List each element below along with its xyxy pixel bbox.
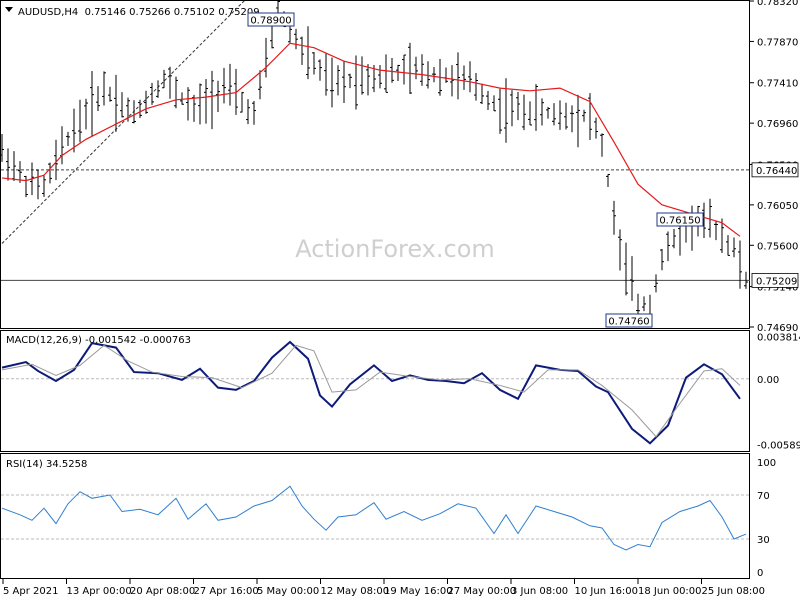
macd-layer [1, 340, 750, 445]
macd-axis-label: 0.00 [757, 375, 779, 386]
rsi-panel-frame [0, 453, 750, 579]
price-axis-label: 0.75600 [757, 241, 798, 252]
moving-average-line [1, 42, 741, 237]
price-annotation-label: 0.74760 [608, 317, 649, 328]
price-axis-label: 0.76050 [757, 201, 798, 212]
price-layer: 0.78900 0.76150 0.74760 [0, 0, 750, 328]
price-annotation-box [247, 12, 295, 27]
time-axis-label: 20 Apr 08:00 [130, 586, 195, 597]
time-axis-label: 5 May 00:00 [257, 586, 319, 597]
time-axis-label: 19 May 16:00 [384, 586, 453, 597]
price-panel-frame [0, 0, 750, 329]
macd-line [1, 340, 741, 445]
price-axis-label: 0.77410 [757, 79, 798, 90]
rsi-layer [1, 485, 750, 551]
time-axis-label: 13 Apr 00:00 [67, 586, 132, 597]
price-axis-label: 0.76960 [757, 119, 798, 130]
level-tag-box [751, 272, 799, 288]
rsi-line [1, 485, 747, 551]
level-tag-label: 0.75209 [756, 276, 797, 287]
price-axis-label: 0.74690 [757, 323, 798, 334]
time-axis-label: 18 Jun 00:00 [638, 586, 702, 597]
price-axis-label: 0.75140 [757, 283, 798, 294]
rsi-axis-label: 70 [757, 491, 770, 502]
rsi-axis-label: 0 [757, 568, 763, 579]
time-axis-label: 3 Jun 08:00 [511, 586, 568, 597]
price-annotation-label: 0.76150 [659, 216, 700, 227]
rsi-title: RSI(14) 34.5258 [6, 459, 87, 470]
time-axis-label: 27 Apr 16:00 [194, 586, 259, 597]
time-axis-label: 25 Jun 08:00 [702, 586, 766, 597]
time-axis-label: 27 May 00:00 [448, 586, 517, 597]
rsi-axis-label: 30 [757, 535, 770, 546]
price-axis-label: 0.77870 [757, 37, 798, 48]
price-title: AUDUSD,H4 0.75146 0.75266 0.75102 0.7520… [18, 7, 260, 18]
price-annotation-box [656, 212, 704, 227]
price-axis-label: 0.78320 [757, 0, 798, 8]
level-tag-label: 0.76440 [756, 166, 797, 177]
price-annotation-label: 0.78900 [250, 16, 291, 27]
macd-axis-label: 0.003814 [757, 332, 800, 343]
watermark-text: ActionForex.com [295, 235, 495, 263]
macd-title: MACD(12,26,9) -0.001542 -0.000763 [6, 335, 191, 346]
level-tag-box [751, 162, 799, 178]
panel-menu-triangle-icon[interactable] [5, 7, 13, 12]
trendline [1, 0, 246, 244]
time-axis-label: 5 Apr 2021 [3, 586, 58, 597]
price-annotation-box [605, 313, 653, 328]
time-axis-label: 10 Jun 16:00 [575, 586, 639, 597]
rsi-axis-label: 100 [757, 458, 776, 469]
macd-axis-label: -0.005895 [757, 440, 800, 451]
macd-signal-line [1, 344, 741, 438]
macd-panel-frame [0, 330, 750, 452]
time-axis-label: 12 May 08:00 [321, 586, 390, 597]
